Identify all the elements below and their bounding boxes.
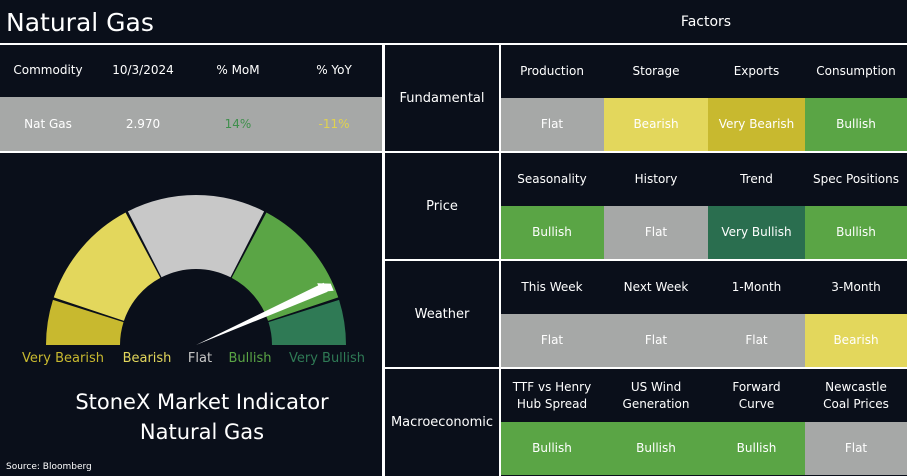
divider	[382, 43, 385, 476]
factor-status: Flat	[604, 314, 708, 367]
divider	[385, 367, 907, 369]
group-label: Macroeconomic	[390, 414, 494, 430]
factor-status: Flat	[604, 206, 708, 259]
gauge-label: Bullish	[228, 351, 271, 366]
divider	[0, 151, 383, 153]
factor-status: Flat	[805, 422, 907, 475]
gauge-label: Very Bullish	[289, 351, 365, 366]
factor-label: Next Week	[623, 280, 689, 294]
factor-label: 1-Month	[731, 280, 782, 294]
caption: StoneX Market Indicator	[75, 390, 329, 414]
summary-value: 14%	[224, 116, 252, 131]
gauge-segment	[53, 212, 161, 321]
source: Source: Bloomberg	[6, 462, 92, 472]
group-label: Price	[426, 198, 458, 214]
caption: Natural Gas	[140, 420, 264, 444]
factor-status: Bearish	[604, 98, 708, 151]
group-label: Weather	[414, 306, 470, 322]
factor-label: Exports	[733, 64, 780, 78]
summary-header: 10/3/2024	[112, 63, 174, 77]
factor-label: Production	[520, 64, 584, 78]
summary-value: Nat Gas	[24, 116, 72, 131]
summary-header: % YoY	[316, 63, 352, 77]
factor-label: Newcastle Coal Prices	[823, 379, 889, 411]
gauge: Very Bearish Bearish Flat Bullish Very Bulli…	[6, 195, 365, 472]
group-label: Fundamental	[399, 90, 485, 106]
divider	[499, 44, 501, 476]
factor-label: Forward Curve	[732, 379, 781, 411]
factor-label: Storage	[632, 64, 680, 78]
gauge-label: Flat	[188, 351, 212, 366]
summary-row-bg	[0, 97, 382, 151]
factor-label: 3-Month	[831, 280, 881, 294]
factor-status: Bearish	[805, 314, 907, 367]
factor-label: TTF vs Henry Hub Spread	[512, 379, 592, 411]
factor-status: Bullish	[500, 206, 604, 259]
gauge-segment	[46, 299, 124, 345]
factor-label: Consumption	[816, 64, 896, 78]
summary-header: % MoM	[216, 63, 260, 77]
factor-status: Bullish	[708, 422, 805, 475]
gauge-needle	[196, 282, 328, 345]
factor-status: Very Bearish	[708, 98, 805, 151]
factor-status: Bullish	[604, 422, 708, 475]
factor-status: Flat	[708, 314, 805, 367]
factor-status: Flat	[500, 98, 604, 151]
gauge-label: Very Bearish	[22, 351, 104, 366]
gauge-segment	[268, 299, 346, 345]
divider	[0, 43, 907, 45]
factor-status: Bullish	[805, 98, 907, 151]
gauge-needle-tip	[317, 283, 334, 292]
summary-value: 2.970	[125, 116, 161, 131]
factor-status: Bullish	[500, 422, 604, 475]
factor-label: Seasonality	[517, 172, 587, 186]
divider	[385, 259, 907, 261]
factor-label: Trend	[740, 172, 773, 186]
gauge-label: Bearish	[123, 351, 172, 366]
title: Natural Gas	[6, 7, 154, 37]
factor-status: Flat	[500, 314, 604, 367]
factor-status: Bullish	[805, 206, 907, 259]
factor-label: US Wind Generation	[622, 379, 690, 411]
factor-label: History	[634, 172, 678, 186]
gauge-segment	[127, 195, 265, 278]
factors-title: Factors	[680, 13, 732, 30]
summary-value: -11%	[318, 116, 350, 131]
divider	[385, 151, 907, 153]
summary-header: Commodity	[13, 63, 83, 77]
factor-label: This Week	[521, 280, 583, 294]
factor-status: Very Bullish	[708, 206, 805, 259]
factor-label: Spec Positions	[812, 172, 899, 186]
